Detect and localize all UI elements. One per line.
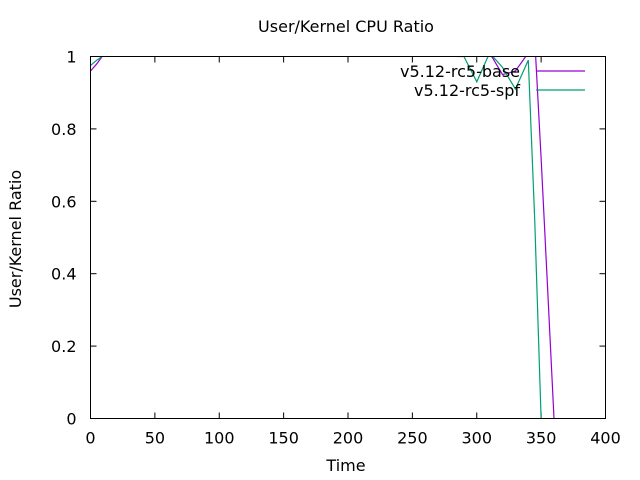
x-tick-label: 0 — [85, 429, 95, 448]
x-tick-label: 400 — [590, 429, 621, 448]
y-axis-label: User/Kernel Ratio — [6, 170, 25, 308]
y-tick-label: 0.6 — [51, 192, 76, 211]
x-axis-label: Time — [325, 456, 365, 475]
x-tick-label: 200 — [333, 429, 364, 448]
legend-label: v5.12-rc5-spf — [414, 81, 520, 100]
y-tick-label: 0 — [66, 410, 76, 429]
x-tick-label: 250 — [397, 429, 428, 448]
legend-label: v5.12-rc5-base — [400, 62, 520, 81]
y-tick-label: 0.8 — [51, 120, 76, 139]
series-line-2 — [90, 56, 542, 419]
y-tick-label: 0.2 — [51, 337, 76, 356]
x-tick-label: 100 — [204, 429, 235, 448]
chart-title: User/Kernel CPU Ratio — [258, 17, 434, 36]
y-tick-label: 0.4 — [51, 265, 76, 284]
x-tick-label: 150 — [268, 429, 299, 448]
plot-frame — [90, 56, 606, 419]
x-tick-label: 300 — [461, 429, 492, 448]
series-layer — [90, 56, 555, 419]
series-line-1 — [90, 56, 555, 419]
x-tick-label: 350 — [526, 429, 557, 448]
axis-ticks: 0 50 100 150 200 250 300 350 400 0 0.2 0.4 0.6 0.8 1 — [51, 48, 621, 448]
y-tick-label: 1 — [66, 48, 76, 67]
x-tick-label: 50 — [145, 429, 165, 448]
